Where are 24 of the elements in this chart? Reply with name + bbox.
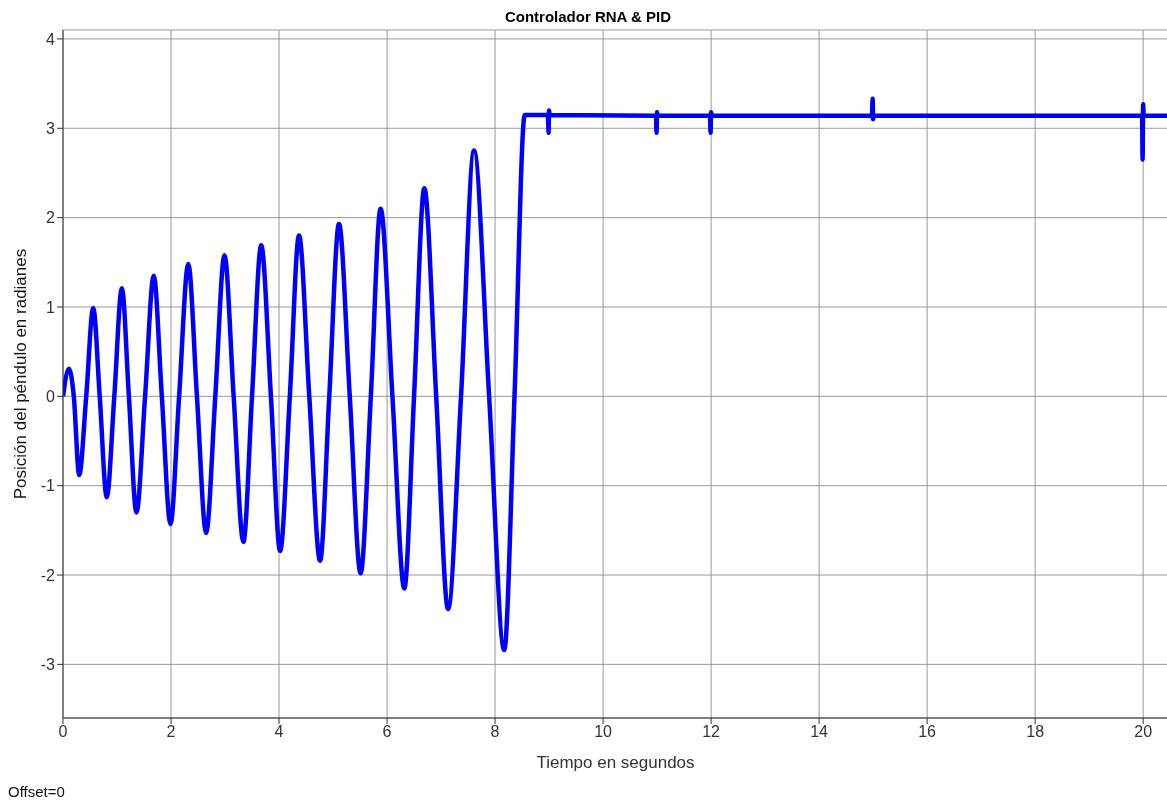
y-tick-label: 3 <box>46 119 56 137</box>
x-tick-label: 16 <box>918 723 937 741</box>
y-tick-label: 2 <box>46 209 56 227</box>
x-tick-label: 2 <box>166 723 176 741</box>
x-tick-label: 18 <box>1026 723 1045 741</box>
line-series <box>63 96 1167 653</box>
x-tick-label: 12 <box>702 723 721 741</box>
x-tick-label: 20 <box>1134 723 1153 741</box>
x-axis-title: Tiempo en segundos <box>536 753 695 772</box>
x-tick-label: 10 <box>594 723 613 741</box>
y-axis-title: Posición del péndulo en radianes <box>11 248 31 500</box>
x-tick-label: 4 <box>274 723 284 741</box>
y-tick-label: -2 <box>40 566 56 584</box>
y-tick-label: -1 <box>40 477 56 495</box>
x-tick-label: 0 <box>58 723 68 741</box>
y-tick-label: 4 <box>46 30 56 48</box>
y-tick-label: 1 <box>46 298 56 316</box>
y-tick-label: 0 <box>46 388 56 406</box>
y-tick-label: -3 <box>40 656 56 674</box>
text: Offset=0 <box>8 783 65 800</box>
x-tick-label: 8 <box>490 723 500 741</box>
chart-title: Controlador RNA & PID <box>503 8 673 25</box>
x-tick-label: 14 <box>810 723 829 741</box>
x-tick-label: 6 <box>382 723 392 741</box>
